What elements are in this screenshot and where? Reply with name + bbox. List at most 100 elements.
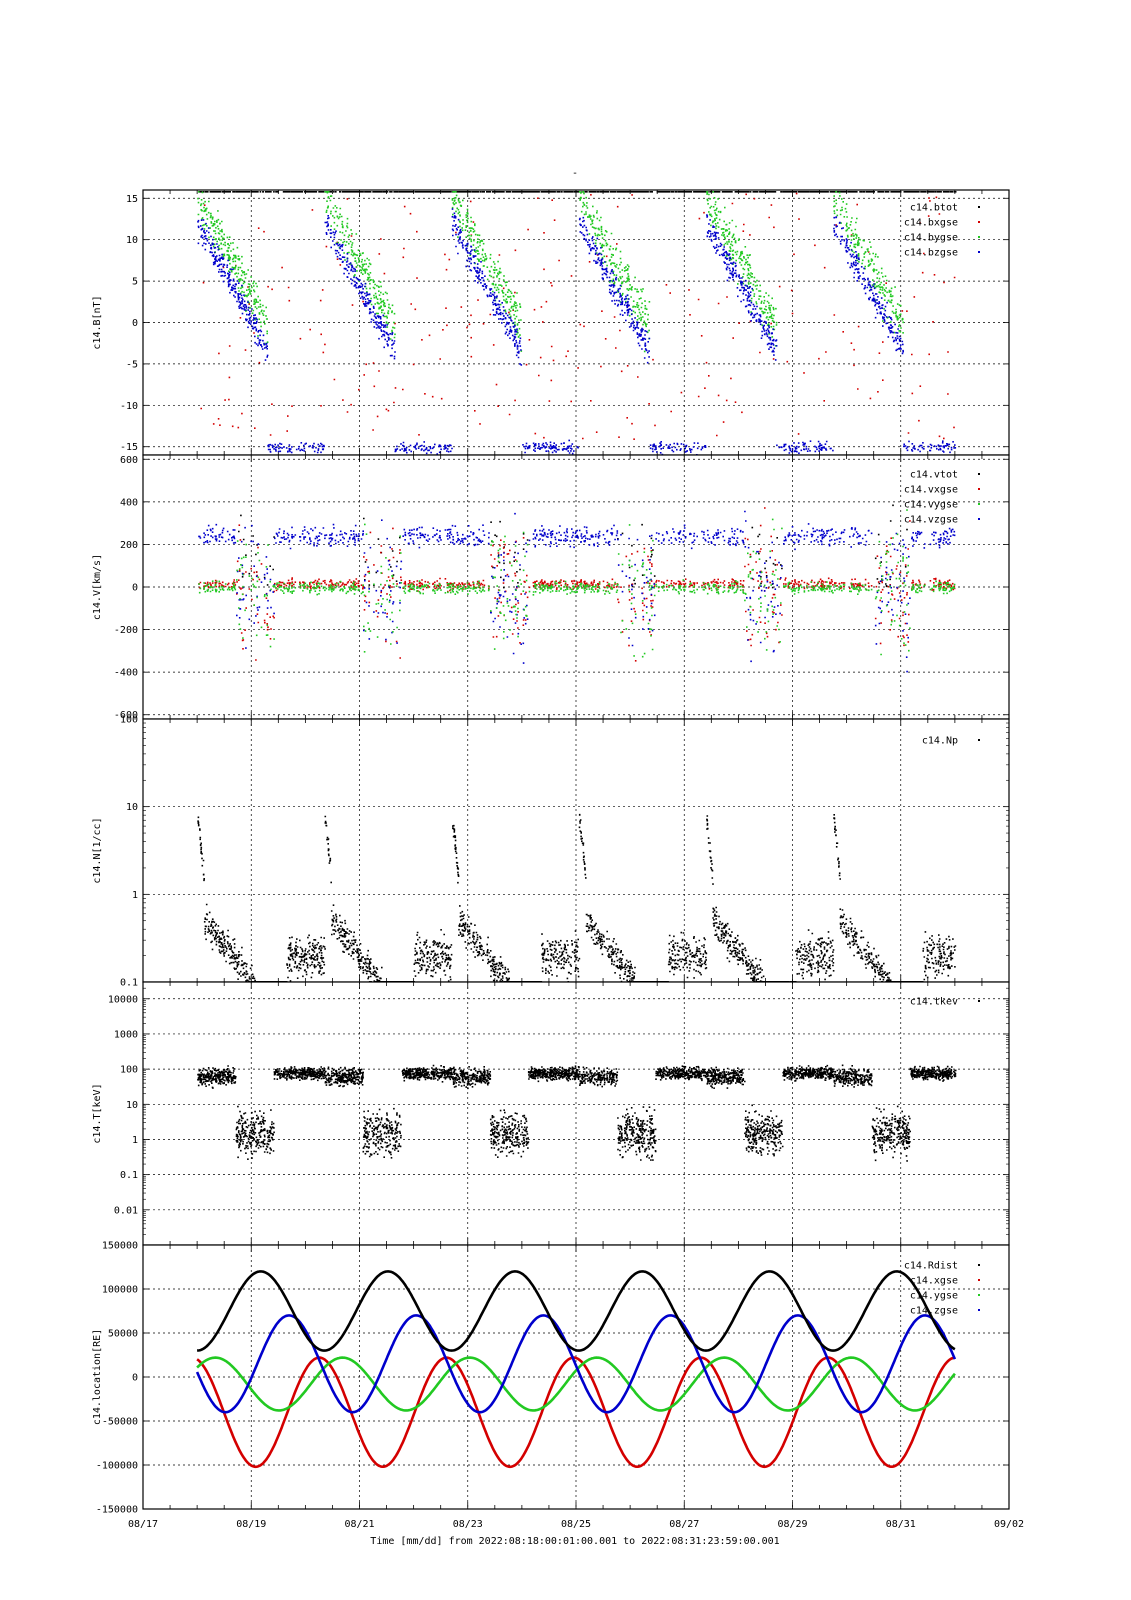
series-vxgse-points [198,507,956,662]
x-tick-label: 09/02 [994,1519,1024,1530]
y-tick-label: 0.01 [114,1205,138,1216]
y-tick-label: 0 [132,583,138,594]
legend: c14.btot c14.bxgse c14.bygse c14.bzgse [904,203,980,259]
x-tick-label: 08/21 [344,1519,374,1530]
y-tick-label: 50000 [108,1329,138,1340]
legend-label: c14.ygse [910,1291,958,1302]
panels: 151050-5-10-15c14.B[nT]c14.btotc14.bxgse… [92,189,1010,1516]
x-tick-label: 08/19 [236,1519,266,1530]
time-axis-label: Time [mm/dd] from 2022:08:18:00:01:00.00… [370,1536,779,1547]
legend-label: c14.Np [922,736,958,747]
x-tick-label: 08/17 [128,1519,158,1530]
legend-label: c14.vygse [904,500,958,511]
panel-4: 10000 1000 100 10 1 0.1 0.01 150000 c14.T[keV] c1… [92,981,1010,1252]
x-tick-label: 08/25 [561,1519,591,1530]
y-tick-label: 0 [132,318,138,329]
legend-label: c14.bygse [904,233,958,244]
y-tick-label: -5 [126,359,138,370]
y-tick-label: 10 [126,802,138,813]
series-tkev-points [197,1064,957,1162]
y-tick-label: 600 [120,455,138,466]
y-axis-label: c14.location[RE] [92,1329,103,1425]
y-tick-label: 10000 [108,994,138,1005]
legend-marker [978,251,980,253]
legend: c14.Rdist c14.xgse c14.ygse c14.zgse [904,1261,980,1317]
legend-marker [978,518,980,520]
panel-3: 100 10 1 0.1 c14.N[1/cc] c14.Np [92,715,1010,989]
legend-label: c14.Rdist [904,1261,958,1272]
y-tick-label: 400 [120,497,138,508]
figure-title: - [572,168,578,179]
legend-marker [978,1309,980,1311]
y-axis-label: c14.V[km/s] [92,554,103,620]
y-tick-label: 200 [120,540,138,551]
legend-label: c14.vtot [910,470,958,481]
y-tick-label: -10 [120,401,138,412]
y-tick-label: 1 [132,890,138,901]
legend-marker [978,739,980,741]
y-tick-label: 0.1 [120,978,138,989]
legend-marker [978,1294,980,1296]
panel-5: 100000 50000 0 -50000 -100000 -150000 c14.loca… [92,1244,1010,1516]
y-tick-label: -50000 [102,1417,138,1428]
y-tick-label: 100 [120,715,138,726]
legend-marker [978,1000,980,1002]
y-tick-label: 10 [126,235,138,246]
legend-marker [978,503,980,505]
legend-label: c14.vxgse [904,485,958,496]
y-tick-label: 100000 [102,1285,138,1296]
series-bygse-points [197,191,904,353]
series-Rdist-line [196,1270,956,1352]
y-tick-label: 0 [132,1373,138,1384]
x-tick-label: 08/23 [453,1519,483,1530]
series-btot-points [198,191,957,193]
legend-marker [978,1264,980,1266]
y-axis-label: c14.N[1/cc] [92,817,103,883]
y-axis-label: c14.T[keV] [92,1083,103,1143]
y-tick-label: -15 [120,442,138,453]
y-axis-label: c14.B[nT] [92,295,103,349]
x-tick-label: 08/31 [886,1519,916,1530]
legend: c14.vtot c14.vxgse c14.vygse c14.vzgse [904,470,980,526]
y-tick-label: 15 [126,194,138,205]
y-tick-label: -600 [114,710,138,721]
legend-label: c14.bzgse [904,248,958,259]
series-layer [197,1064,957,1162]
legend-marker [978,473,980,475]
legend-label: c14.zgse [910,1306,958,1317]
time-axis: 08/17 08/19 08/21 08/23 08/25 08/27 08/29 08/31… [128,1519,1024,1530]
legend-label: c14.bxgse [904,218,958,229]
y-tick-label: 1 [132,1135,138,1146]
legend-marker [978,221,980,223]
y-tick-label: 100 [120,1065,138,1076]
series-xgse-line [196,1356,956,1469]
y-tick-label: 10 [126,1100,138,1111]
y-tick-label: -400 [114,668,138,679]
legend: c14.Np [922,736,980,747]
legend-label: c14.tkev [910,997,958,1008]
legend-marker [978,1279,980,1281]
y-tick-label: -150000 [96,1505,138,1516]
series-layer [197,191,957,456]
legend-marker [978,206,980,208]
legend-label: c14.vzgse [904,515,958,526]
y-tick-label: -200 [114,625,138,636]
panel-1: 15 10 5 0 -5 -10 -15 c14.B[nT] c14.btot c14.bxgse… [92,189,1010,456]
x-tick-label: 08/29 [777,1519,807,1530]
y-tick-label-overlap: 150000 [102,1241,138,1252]
legend: c14.tkev [910,997,980,1008]
series-layer [198,504,956,673]
x-tick-label: 08/27 [669,1519,699,1530]
series-layer [195,1270,957,1469]
legend-label: c14.btot [910,203,958,214]
legend-label: c14.xgse [910,1276,958,1287]
series-zgse-line [195,1314,957,1414]
y-tick-label: 0.1 [120,1170,138,1181]
y-tick-label: 5 [132,277,138,288]
panel-2: 600 400 200 0 -200 -400 -600 c14.V[km/s] c14.vto… [92,454,1010,721]
y-tick-label: 1000 [114,1029,138,1040]
y-tick-label: -100000 [96,1461,138,1472]
legend-marker [978,236,980,238]
legend-marker [978,488,980,490]
